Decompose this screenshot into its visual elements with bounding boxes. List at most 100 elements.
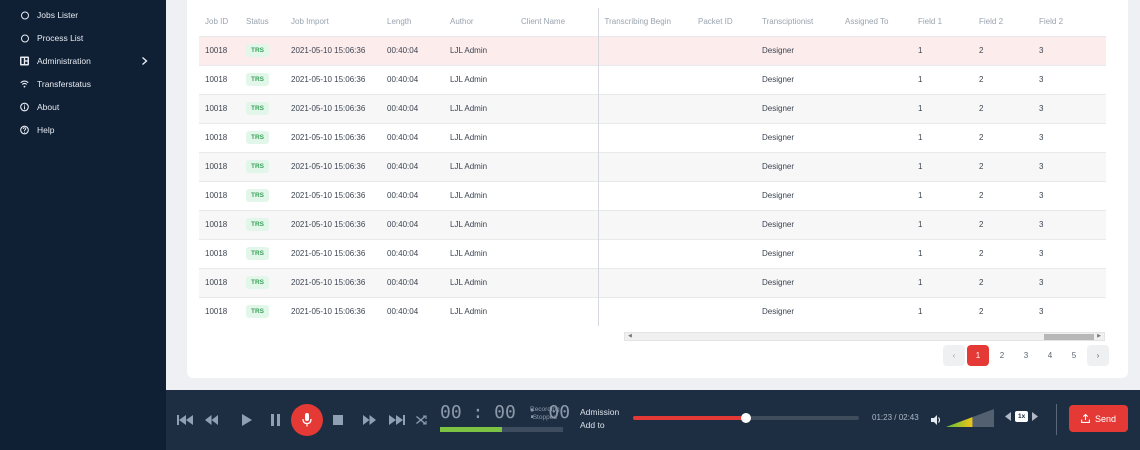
circle-icon	[20, 11, 29, 20]
table-cell-author: LJL Admin	[444, 238, 515, 268]
column-header[interactable]: Assigned To	[845, 17, 889, 27]
sidebar-item-administration[interactable]: Administration	[0, 51, 166, 71]
volume-slider[interactable]	[946, 409, 994, 432]
page-button-3[interactable]: 3	[1023, 351, 1029, 360]
table-row[interactable]: 10018 TRS 2021-05-10 15:06:36 00:40:04 LJL A…	[199, 93, 1106, 123]
sidebar-item-transferstatus[interactable]: Transferstatus	[0, 74, 166, 94]
table-cell-field1: 1	[912, 296, 973, 326]
table-cell-field1: 1	[912, 267, 973, 297]
pause-icon[interactable]	[271, 414, 280, 426]
horizontal-scrollbar[interactable]: ◀ ▶	[624, 332, 1105, 341]
scroll-right-icon[interactable]: ▶	[1097, 333, 1101, 339]
table-cell-job-id: 10018	[199, 296, 240, 326]
table-cell-status: TRS	[240, 64, 285, 94]
table-row[interactable]: 10018 TRS 2021-05-10 15:06:36 00:40:04 LJL A…	[199, 151, 1106, 181]
table-cell-packet-id	[692, 238, 756, 268]
column-header[interactable]: Job Import	[291, 17, 329, 27]
table-row[interactable]: 10018 TRS 2021-05-10 15:06:36 00:40:04 LJL A…	[199, 35, 1106, 65]
table-cell-packet-id	[692, 64, 756, 94]
table-cell-status: TRS	[240, 35, 285, 65]
speed-up-icon[interactable]	[1031, 412, 1039, 421]
stop-icon[interactable]	[333, 415, 343, 425]
table-cell-transcriptionist: Designer	[756, 93, 839, 123]
table-cell-length: 00:40:04	[381, 180, 444, 210]
status-badge: TRS	[246, 44, 269, 57]
table-cell-field2: 2	[973, 209, 1033, 239]
table-cell-client-name	[515, 180, 599, 210]
table-cell-assigned-to	[839, 64, 912, 94]
table-cell-author: LJL Admin	[444, 35, 515, 65]
sidebar-item-process-list[interactable]: Process List	[0, 28, 166, 48]
page-button-5[interactable]: 5	[1071, 351, 1077, 360]
column-header[interactable]: Job ID	[205, 17, 229, 27]
rewind-icon[interactable]	[205, 415, 218, 425]
table-row[interactable]: 10018 TRS 2021-05-10 15:06:36 00:40:04 LJL A…	[199, 267, 1106, 297]
player-divider	[1056, 404, 1057, 435]
table-cell-field1: 1	[912, 93, 973, 123]
add-to-label[interactable]: Add to	[580, 420, 605, 430]
page-button-1[interactable]: 1	[967, 345, 989, 366]
table-cell-field2: 2	[973, 238, 1033, 268]
table-cell-length: 00:40:04	[381, 267, 444, 297]
page-button-2[interactable]: 2	[999, 351, 1005, 360]
chevron-left-icon[interactable]: ‹	[943, 345, 965, 366]
play-icon[interactable]	[242, 414, 252, 426]
table-row[interactable]: 10018 TRS 2021-05-10 15:06:36 00:40:04 LJL A…	[199, 180, 1106, 210]
send-label: Send	[1094, 413, 1117, 424]
shuffle-icon[interactable]	[416, 415, 427, 425]
fast-forward-icon[interactable]	[363, 415, 376, 425]
table-row[interactable]: 10018 TRS 2021-05-10 15:06:36 00:40:04 LJL A…	[199, 122, 1106, 152]
playback-speed: 1x	[1005, 411, 1039, 422]
column-header[interactable]: Field 2	[1039, 17, 1064, 27]
record-button[interactable]	[291, 404, 323, 436]
send-button[interactable]: Send	[1069, 405, 1128, 432]
column-header[interactable]: Packet ID	[698, 17, 733, 27]
column-header[interactable]: Field 2	[979, 17, 1004, 27]
chevron-right-icon[interactable]: ›	[1087, 345, 1109, 366]
table-row[interactable]: 10018 TRS 2021-05-10 15:06:36 00:40:04 LJL A…	[199, 238, 1106, 268]
chevron-right-icon	[141, 56, 148, 66]
table-cell-packet-id	[692, 296, 756, 326]
scroll-left-icon[interactable]: ◀	[628, 333, 632, 339]
table-cell-length: 00:40:04	[381, 238, 444, 268]
table-cell-transcribing-begin	[598, 296, 692, 326]
volume-icon[interactable]	[931, 412, 942, 430]
table-cell-packet-id	[692, 151, 756, 181]
table-cell-author: LJL Admin	[444, 267, 515, 297]
column-header[interactable]: Transciptionist	[762, 17, 814, 27]
table-cell-client-name	[515, 267, 599, 297]
skip-to-start-icon[interactable]	[177, 415, 193, 425]
table-header-row: Job ID Status Job Import Length Author C…	[199, 8, 1106, 36]
page-button-4[interactable]: 4	[1047, 351, 1053, 360]
recording-status: Recording Stopped	[530, 406, 560, 422]
speed-down-icon[interactable]	[1005, 412, 1012, 421]
playback-progress[interactable]	[633, 413, 859, 423]
sidebar-item-jobs-lister[interactable]: Jobs Lister	[0, 5, 166, 25]
table-row[interactable]: 10018 TRS 2021-05-10 15:06:36 00:40:04 LJL A…	[199, 296, 1106, 326]
table-cell-status: TRS	[240, 180, 285, 210]
table-row[interactable]: 10018 TRS 2021-05-10 15:06:36 00:40:04 LJL A…	[199, 209, 1106, 239]
sidebar-item-label: Jobs Lister	[37, 10, 79, 20]
sidebar-item-about[interactable]: About	[0, 97, 166, 117]
table-cell-assigned-to	[839, 267, 912, 297]
column-header[interactable]: Field 1	[918, 17, 943, 27]
column-header[interactable]: Status	[246, 17, 269, 27]
column-header[interactable]: Transcribing Begin	[604, 17, 671, 27]
table-row[interactable]: 10018 TRS 2021-05-10 15:06:36 00:40:04 LJL A…	[199, 64, 1106, 94]
pagination: ‹ 1 2 3 4 5 ›	[943, 345, 1109, 366]
input-level-green	[440, 427, 502, 432]
sidebar-item-help[interactable]: Help	[0, 120, 166, 140]
admission-label[interactable]: Admission	[580, 407, 620, 417]
table-cell-length: 00:40:04	[381, 122, 444, 152]
skip-to-end-icon[interactable]	[389, 415, 405, 425]
playback-progress-knob[interactable]	[741, 413, 751, 423]
scrollbar-thumb[interactable]	[1044, 334, 1094, 340]
table-cell-field3: 3	[1033, 296, 1106, 326]
table-cell-transcriptionist: Designer	[756, 296, 839, 326]
column-header[interactable]: Length	[387, 17, 412, 27]
table-cell-field3: 3	[1033, 238, 1106, 268]
table-cell-client-name	[515, 209, 599, 239]
column-header[interactable]: Author	[450, 17, 474, 27]
main-content: Job ID Status Job Import Length Author C…	[166, 0, 1140, 390]
column-header[interactable]: Client Name	[515, 8, 599, 36]
